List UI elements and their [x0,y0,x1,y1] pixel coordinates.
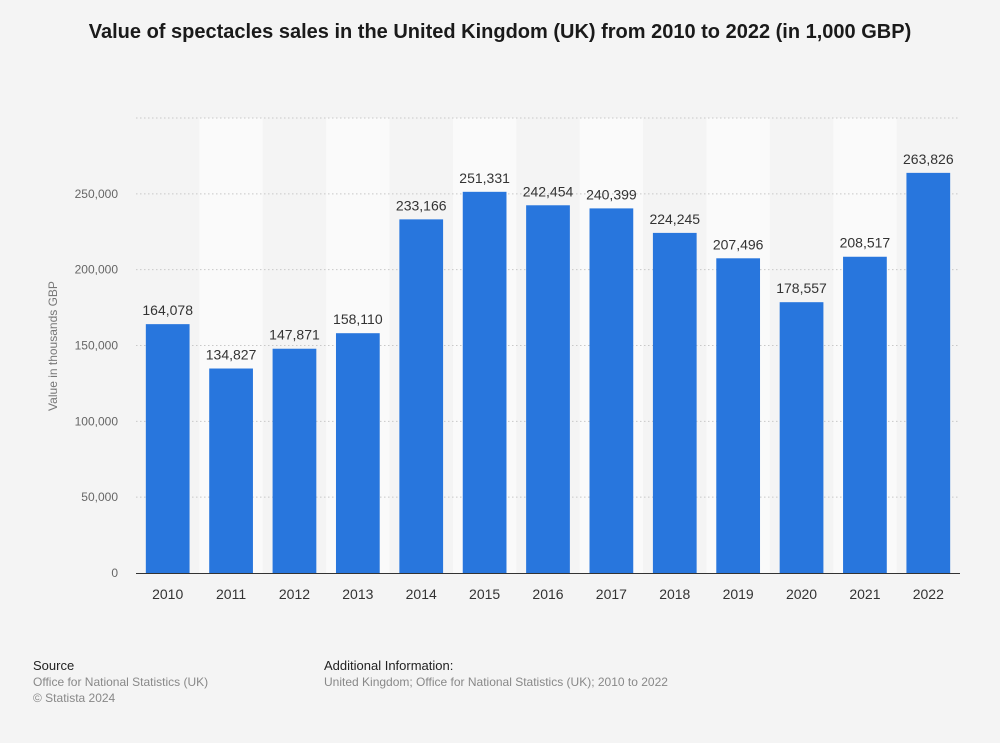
source-name[interactable]: Office for National Statistics (UK) [33,675,209,689]
data-label-2016: 242,454 [523,183,574,199]
data-label-2021: 208,517 [840,235,891,251]
additional-info-heading[interactable]: Additional Information: [324,658,454,673]
y-tick-label: 100,000 [75,414,119,428]
data-label-2013: 158,110 [333,311,383,327]
bar-2010[interactable] [145,324,190,573]
bar-2012[interactable] [272,348,317,573]
bar-2019[interactable] [716,258,761,573]
data-label-2011: 134,827 [206,347,257,363]
bar-2015[interactable] [462,191,507,574]
y-tick-label: 200,000 [75,263,119,277]
y-axis-label: Value in thousands GBP [46,281,60,411]
y-tick-label: 0 [111,566,118,580]
data-label-2019: 207,496 [713,236,764,252]
x-tick-label: 2018 [659,586,690,602]
x-tick-label: 2013 [342,586,373,602]
data-label-2020: 178,557 [776,280,827,296]
source-block: Source Office for National Statistics (U… [33,658,208,706]
y-tick-label: 150,000 [75,339,119,353]
bar-2014[interactable] [399,219,444,573]
additional-info-block: Additional Information: United Kingdom; … [324,658,668,690]
x-tick-label: 2010 [152,586,183,602]
bar-2013[interactable] [335,333,380,573]
bar-2021[interactable] [843,256,887,573]
copyright[interactable]: © Statista 2024 [33,691,116,705]
bar-2017[interactable] [589,208,634,574]
x-tick-label: 2021 [849,586,880,602]
data-label-2012: 147,871 [269,327,320,343]
x-tick-label: 2014 [406,586,437,602]
data-label-2015: 251,331 [459,170,510,186]
bar-2022[interactable] [906,172,951,574]
data-label-2010: 164,078 [142,302,193,318]
source-heading: Source [33,658,75,673]
x-tick-label: 2019 [723,586,754,602]
x-tick-label: 2011 [216,586,246,602]
bar-2016[interactable] [526,205,570,573]
data-label-2018: 224,245 [649,211,700,227]
x-tick-label: 2022 [913,586,944,602]
additional-info-text: United Kingdom; Office for National Stat… [324,675,668,689]
y-tick-label: 250,000 [75,187,119,201]
x-tick-label: 2020 [786,586,817,602]
data-label-2022: 263,826 [903,151,954,167]
bar-2020[interactable] [779,302,824,573]
x-tick-label: 2012 [279,586,310,602]
y-tick-label: 50,000 [81,490,118,504]
data-label-2014: 233,166 [396,197,447,213]
data-label-2017: 240,399 [586,186,637,202]
bar-2018[interactable] [652,232,697,573]
x-tick-label: 2017 [596,586,627,602]
chart-title: Value of spectacles sales in the United … [88,21,912,43]
x-tick-label: 2016 [532,586,563,602]
x-tick-label: 2015 [469,586,500,602]
bar-2011[interactable] [209,368,253,573]
